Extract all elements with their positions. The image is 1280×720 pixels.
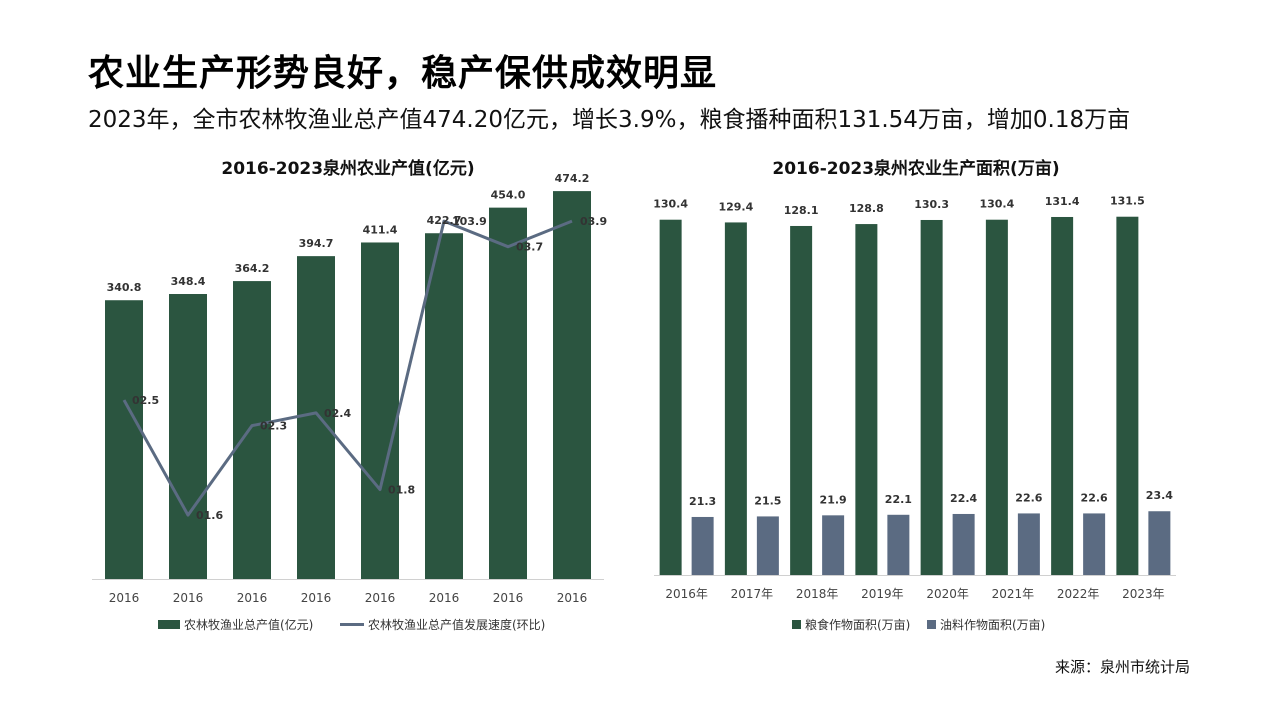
oil-area-bar	[952, 513, 975, 575]
output-value-chart: 2016-2023泉州农业产值(亿元) 340.8 348.4 364.2 394.7…	[92, 158, 607, 632]
left-x-tick-label: 2016	[237, 591, 268, 605]
oil-area-bar	[887, 514, 910, 575]
output-bar	[297, 256, 335, 579]
growth-rate-label: 02.3	[260, 420, 287, 433]
legend-label-growth: 农林牧渔业总产值发展速度(环比)	[368, 617, 545, 632]
right-x-tick-label: 2017年	[731, 587, 774, 601]
left-x-tick-label: 2016	[301, 591, 332, 605]
left-x-tick-label: 2016	[109, 591, 140, 605]
grain-area-label: 130.4	[979, 198, 1014, 211]
oil-area-label: 22.6	[1015, 491, 1042, 504]
page-subtitle: 2023年，全市农林牧渔业总产值474.20亿元，增长3.9%，粮食播种面积13…	[88, 107, 1131, 133]
output-bar	[553, 191, 591, 579]
output-bar	[169, 294, 207, 579]
growth-rate-line	[122, 219, 573, 517]
output-bar	[105, 300, 143, 579]
oil-area-bar	[822, 515, 845, 575]
legend-swatch-grain	[792, 620, 801, 629]
grain-area-bar	[1116, 216, 1139, 575]
left-chart-title: 2016-2023泉州农业产值(亿元)	[221, 158, 474, 179]
output-bar	[233, 281, 271, 579]
legend-label-total-output: 农林牧渔业总产值(亿元)	[184, 617, 313, 632]
legend-swatch-total-output	[158, 620, 180, 629]
oil-area-bar	[1083, 513, 1106, 575]
grain-area-bar	[1051, 216, 1074, 575]
growth-rate-label: 01.8	[388, 484, 415, 497]
grain-area-label: 128.8	[849, 202, 884, 215]
oil-area-label: 21.9	[820, 493, 847, 506]
growth-rate-label: 03.7	[516, 241, 543, 254]
output-bar	[425, 233, 463, 580]
right-x-tick-label: 2021年	[992, 587, 1035, 601]
oil-area-label: 23.4	[1146, 489, 1173, 502]
right-chart-title: 2016-2023泉州农业生产面积(万亩)	[772, 158, 1059, 179]
output-bar-label: 454.0	[491, 189, 526, 202]
grain-area-label: 130.4	[653, 198, 688, 211]
source-note: 来源：泉州市统计局	[1054, 658, 1190, 676]
grain-area-label: 130.3	[914, 198, 949, 211]
grain-area-bar	[790, 225, 813, 575]
oil-area-label: 21.3	[689, 495, 716, 508]
right-x-tick-label: 2022年	[1057, 587, 1100, 601]
grain-area-bar	[985, 219, 1008, 575]
output-bar-label: 422.7	[427, 214, 462, 227]
growth-rate-label: 03.9	[580, 215, 607, 228]
oil-area-bar	[691, 516, 714, 575]
output-bar	[489, 207, 527, 580]
grain-area-label: 131.4	[1045, 195, 1080, 208]
right-x-tick-label: 2019年	[861, 587, 904, 601]
growth-rate-label: 01.6	[196, 509, 223, 522]
grain-area-bar	[659, 219, 682, 575]
left-x-tick-label: 2016	[557, 591, 588, 605]
oil-area-label: 22.1	[885, 493, 912, 506]
right-x-tick-label: 2018年	[796, 587, 839, 601]
right-x-tick-label: 2016年	[665, 587, 708, 601]
left-x-tick-label: 2016	[173, 591, 204, 605]
output-bar-label: 348.4	[171, 275, 206, 288]
right-x-tick-label: 2023年	[1122, 587, 1165, 601]
output-bar-label: 411.4	[363, 223, 398, 236]
growth-rate-label: 02.5	[132, 394, 159, 407]
output-bar-label: 394.7	[299, 237, 334, 250]
grain-area-label: 131.5	[1110, 195, 1145, 208]
right-x-tick-label: 2020年	[926, 587, 969, 601]
oil-area-label: 21.5	[754, 494, 781, 507]
grain-area-bar	[855, 224, 878, 576]
left-x-tick-label: 2016	[365, 591, 396, 605]
output-bar-label: 340.8	[107, 281, 142, 294]
legend-label-oil: 油料作物面积(万亩)	[940, 617, 1045, 632]
left-x-tick-label: 2016	[493, 591, 524, 605]
left-x-tick-label: 2016	[429, 591, 460, 605]
grain-area-label: 128.1	[784, 204, 819, 217]
oil-area-bar	[756, 516, 779, 575]
grain-area-bar	[920, 219, 943, 575]
output-bar	[361, 242, 399, 579]
page-title: 农业生产形势良好，稳产保供成效明显	[88, 53, 718, 94]
oil-area-bar	[1017, 513, 1040, 575]
oil-area-bar	[1148, 511, 1171, 575]
growth-rate-label: 103.9	[452, 215, 487, 228]
output-bar-label: 364.2	[235, 262, 270, 275]
oil-area-label: 22.4	[950, 492, 977, 505]
oil-area-label: 22.6	[1081, 491, 1108, 504]
legend-swatch-oil	[927, 620, 936, 629]
grain-area-bar	[724, 222, 747, 575]
output-bar-label: 474.2	[555, 172, 590, 185]
grain-area-label: 129.4	[718, 200, 753, 213]
legend-label-grain: 粮食作物面积(万亩)	[805, 617, 910, 632]
growth-rate-label: 02.4	[324, 407, 351, 420]
